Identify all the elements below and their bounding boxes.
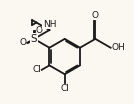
- Text: Cl: Cl: [32, 65, 41, 74]
- Text: S: S: [31, 34, 37, 44]
- Text: Cl: Cl: [60, 84, 69, 93]
- Text: O: O: [20, 38, 27, 47]
- Text: OH: OH: [112, 43, 126, 52]
- Text: O: O: [92, 11, 99, 20]
- Text: NH: NH: [43, 20, 56, 29]
- Text: O: O: [36, 26, 42, 35]
